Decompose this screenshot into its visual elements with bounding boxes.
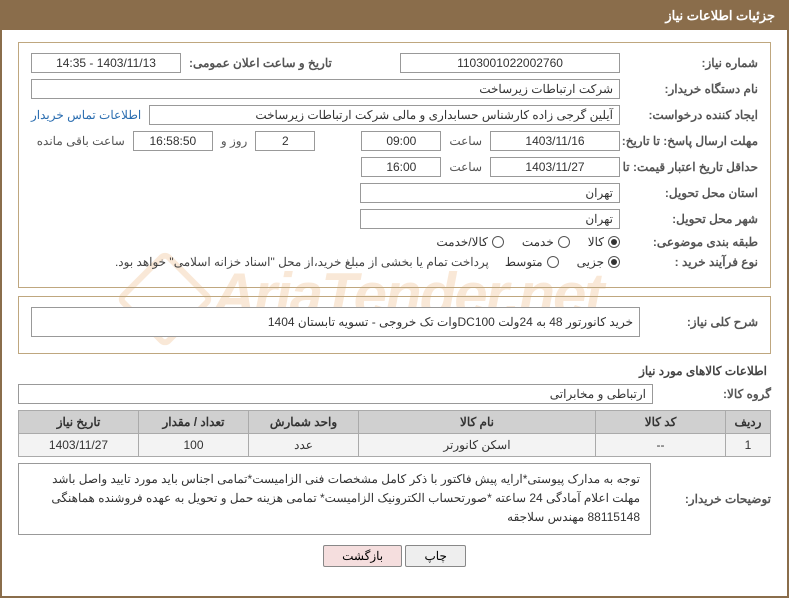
public-datetime-label: تاریخ و ساعت اعلان عمومی: — [189, 56, 332, 70]
buyer-org-label: نام دستگاه خریدار: — [628, 82, 758, 96]
back-button[interactable]: بازگشت — [323, 545, 402, 567]
need-no-label: شماره نیاز: — [628, 56, 758, 70]
radio-partial[interactable]: جزیی — [577, 255, 620, 269]
radio-dot-icon — [547, 256, 559, 268]
city-label: شهر محل تحویل: — [628, 212, 758, 226]
th-date: تاریخ نیاز — [19, 411, 139, 434]
th-row: ردیف — [726, 411, 771, 434]
th-unit: واحد شمارش — [249, 411, 359, 434]
requester-label: ایجاد کننده درخواست: — [628, 108, 758, 122]
goods-group-label: گروه کالا: — [661, 387, 771, 401]
radio-dot-icon — [492, 236, 504, 248]
time-label-1: ساعت — [449, 134, 482, 148]
td-code: -- — [596, 434, 726, 457]
radio-both[interactable]: کالا/خدمت — [436, 235, 503, 249]
info-panel: شماره نیاز: 1103001022002760 تاریخ و ساع… — [18, 42, 771, 288]
price-validity-label: حداقل تاریخ اعتبار قیمت: تا تاریخ: — [628, 160, 758, 174]
city-value: تهران — [360, 209, 620, 229]
radio-dot-icon — [608, 236, 620, 248]
requester-value: آیلین گرجی زاده کارشناس حسابداری و مالی … — [149, 105, 620, 125]
resp-date: 1403/11/16 — [490, 131, 620, 151]
goods-info-title: اطلاعات کالاهای مورد نیاز — [2, 364, 767, 378]
price-date: 1403/11/27 — [490, 157, 620, 177]
buyer-notes-value: توجه به مدارک پیوستی*ارایه پیش فاکتور با… — [18, 463, 651, 535]
buyer-notes-label: توضیحات خریدار: — [661, 463, 771, 535]
overall-desc-label: شرح کلی نیاز: — [648, 315, 758, 329]
payment-note: پرداخت تمام یا بخشی از مبلغ خرید،از محل … — [115, 255, 489, 269]
radio-dot-icon — [558, 236, 570, 248]
td-unit: عدد — [249, 434, 359, 457]
price-time: 16:00 — [361, 157, 441, 177]
time-left-label: ساعت باقی مانده — [37, 134, 125, 148]
radio-service[interactable]: خدمت — [522, 235, 570, 249]
group-label: طبقه بندی موضوعی: — [628, 235, 758, 249]
province-value: تهران — [360, 183, 620, 203]
th-code: کد کالا — [596, 411, 726, 434]
purchase-type-label: نوع فرآیند خرید : — [628, 255, 758, 269]
radio-medium[interactable]: متوسط — [505, 255, 559, 269]
td-qty: 100 — [139, 434, 249, 457]
need-no-value: 1103001022002760 — [400, 53, 620, 73]
radio-dot-icon — [608, 256, 620, 268]
public-datetime-value: 1403/11/13 - 14:35 — [31, 53, 181, 73]
title-bar: جزئیات اطلاعات نیاز — [2, 2, 787, 30]
button-bar: چاپ بازگشت — [2, 545, 787, 567]
resp-deadline-label: مهلت ارسال پاسخ: تا تاریخ: — [628, 134, 758, 148]
radio-goods[interactable]: کالا — [588, 235, 620, 249]
days-and-label: روز و — [221, 134, 248, 148]
th-name: نام کالا — [359, 411, 596, 434]
contact-link[interactable]: اطلاعات تماس خریدار — [31, 108, 141, 122]
td-date: 1403/11/27 — [19, 434, 139, 457]
table-header-row: ردیف کد کالا نام کالا واحد شمارش تعداد /… — [19, 411, 771, 434]
time-label-2: ساعت — [449, 160, 482, 174]
time-left-value: 16:58:50 — [133, 131, 213, 151]
page-title: جزئیات اطلاعات نیاز — [665, 8, 775, 23]
goods-group-value: ارتباطی و مخابراتی — [18, 384, 653, 404]
resp-time: 09:00 — [361, 131, 441, 151]
td-row: 1 — [726, 434, 771, 457]
td-name: اسکن کانورتر — [359, 434, 596, 457]
purchase-radios: جزیی متوسط — [505, 255, 620, 269]
group-radios: کالا خدمت کالا/خدمت — [436, 235, 620, 249]
overall-desc-value: خرید کانورتور 48 به 24ولت DC100وات تک خر… — [31, 307, 640, 337]
th-qty: تعداد / مقدار — [139, 411, 249, 434]
buyer-org-value: شرکت ارتباطات زیرساخت — [31, 79, 620, 99]
main-container: جزئیات اطلاعات نیاز شماره نیاز: 11030010… — [0, 0, 789, 598]
province-label: استان محل تحویل: — [628, 186, 758, 200]
goods-table: ردیف کد کالا نام کالا واحد شمارش تعداد /… — [18, 410, 771, 457]
print-button[interactable]: چاپ — [405, 545, 465, 567]
table-row: 1 -- اسکن کانورتر عدد 100 1403/11/27 — [19, 434, 771, 457]
days-left: 2 — [255, 131, 315, 151]
overall-desc-panel: شرح کلی نیاز: خرید کانورتور 48 به 24ولت … — [18, 296, 771, 354]
